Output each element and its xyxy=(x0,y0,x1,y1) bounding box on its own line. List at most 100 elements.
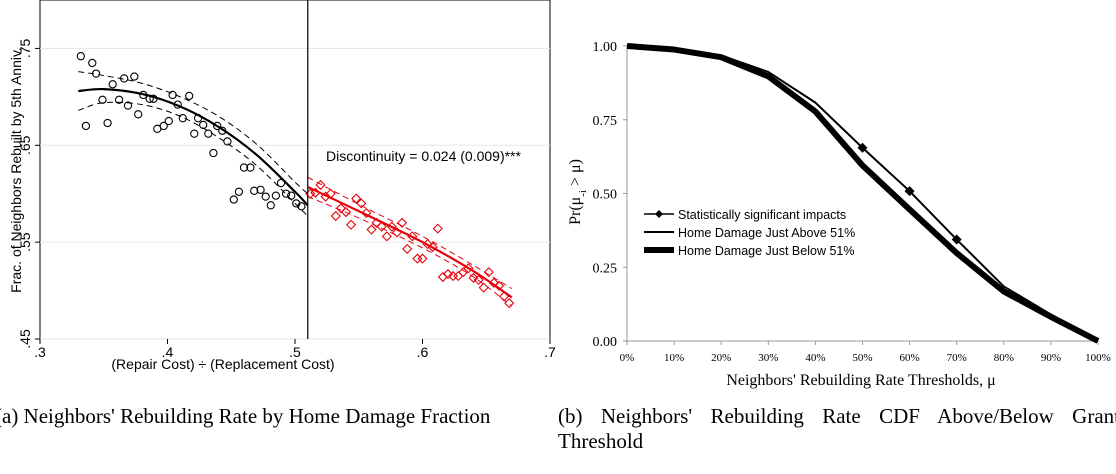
scatter-point-diamond xyxy=(488,277,499,288)
scatter-point-circle xyxy=(281,189,291,198)
scatter-point-circle xyxy=(213,121,222,131)
scatter-point-circle xyxy=(149,94,158,103)
x-tick-label: 100% xyxy=(1085,352,1111,364)
scatter-point-circle xyxy=(234,187,244,196)
scatter-point-circle xyxy=(103,118,112,128)
chart-rebuild-rate-cdf: 0.00 0.25 0.50 0.75 1.00 0% 10% 20% 30% 40% 50% 60%… xyxy=(567,40,1111,389)
y-tick-label: .45 xyxy=(17,329,33,349)
scatter-point-diamond xyxy=(422,239,433,250)
scatter-point-circle xyxy=(297,202,306,211)
scatter-point-diamond xyxy=(315,179,326,191)
scatter-point-circle xyxy=(134,110,143,119)
scatter-point-diamond xyxy=(504,298,515,309)
cdf-line xyxy=(626,43,1100,344)
y-tick-label: .75 xyxy=(17,38,33,58)
plot-frame xyxy=(39,0,551,340)
scatter-point-circle xyxy=(139,90,148,100)
caption-a: (a) Neighbors' Rebuilding Rate by Home D… xyxy=(0,404,491,428)
scatter-point-circle xyxy=(173,100,182,109)
scatter-point-circle xyxy=(218,126,227,135)
scatter-point-circle xyxy=(256,185,265,194)
y-tick-label: 0.00 xyxy=(593,335,618,350)
scatter-point-circle xyxy=(250,186,259,195)
scatter-point-circle xyxy=(164,116,173,126)
scatter-point-circle xyxy=(190,129,199,138)
scatter-point-circle xyxy=(229,195,238,204)
x-tick-label: 40% xyxy=(805,352,825,364)
y-tick-label: 1.00 xyxy=(593,40,618,55)
scatter-point-circle xyxy=(91,69,101,78)
x-tick-label: 10% xyxy=(664,352,684,364)
scatter-point-circle xyxy=(120,74,129,83)
legend-label: Home Damage Just Above 51% xyxy=(678,226,855,240)
x-tick-label: 90% xyxy=(1041,352,1061,364)
x-tick-label: 30% xyxy=(758,352,778,364)
cdf-line xyxy=(626,45,1099,342)
x-axis-label: Neighbors' Rebuilding Rate Thresholds, μ xyxy=(726,372,995,389)
chart-rebuild-rate-by-damage: .45 .55 .65 .75 .3 .4 .5 .6 .7 Discontinuity = 0… xyxy=(8,0,556,372)
scatter-point-circle xyxy=(193,114,203,123)
scatter-point-circle xyxy=(123,101,133,110)
legend-marker xyxy=(655,210,663,218)
scatter-point-diamond xyxy=(325,188,336,199)
scatter-point-diamond xyxy=(361,208,372,219)
y-tick-label: 0.25 xyxy=(593,261,618,276)
discontinuity-annotation: Discontinuity = 0.024 (0.009)*** xyxy=(326,148,521,164)
x-axis-label: (Repair Cost) ÷ (Replacement Cost) xyxy=(111,356,334,372)
scatter-point-circle xyxy=(276,178,286,188)
fit-line xyxy=(78,87,309,207)
scatter-point-circle xyxy=(130,72,139,81)
x-tick-label: 70% xyxy=(947,352,967,364)
scatter-point-circle xyxy=(185,91,194,101)
scatter-point-circle xyxy=(246,163,255,172)
scatter-point-circle xyxy=(98,95,107,104)
scatter-point-diamond xyxy=(397,217,408,228)
scatter-point-circle xyxy=(81,121,91,131)
significant-marker xyxy=(857,142,868,153)
scatter-point-circle xyxy=(159,121,168,131)
scatter-point-diamond xyxy=(432,223,443,234)
caption-b: (b) Neighbors' Rebuilding Rate CDF Above… xyxy=(558,404,1116,453)
x-tick-label: .7 xyxy=(544,344,556,360)
fit-lines xyxy=(78,87,513,299)
y-axis-label: Pr(μ-i > μ) xyxy=(567,159,589,225)
legend-label: Home Damage Just Below 51% xyxy=(678,244,854,258)
x-tick-label: .3 xyxy=(34,344,46,360)
significant-marker xyxy=(951,234,962,245)
x-tick-label: 80% xyxy=(994,352,1014,364)
legend-label: Statistically significant impacts xyxy=(678,208,846,222)
scatter-point-circle xyxy=(271,191,281,200)
scatter-point-diamond xyxy=(330,210,341,222)
scatter-point-circle xyxy=(114,95,124,104)
scatter-point-circle xyxy=(145,94,154,103)
scatter-point-diamond xyxy=(473,274,484,285)
scatter-point-circle xyxy=(223,137,232,146)
scatter-point-diamond xyxy=(427,241,438,253)
scatter-point-diamond xyxy=(371,217,382,228)
scatter-point-diamond xyxy=(386,221,397,232)
scatter-point-circle xyxy=(108,80,117,89)
scatter-point-circle xyxy=(287,191,296,200)
scatter-point-diamond xyxy=(366,224,377,235)
y-axis-label-end: > μ) xyxy=(567,159,584,190)
x-tick-label: .4 xyxy=(162,344,174,360)
scatter-point-circle xyxy=(209,148,218,158)
y-tick-label: .55 xyxy=(17,232,33,252)
scatter-point-diamond xyxy=(468,272,479,284)
scatter-point-diamond xyxy=(478,282,489,293)
scatter-point-diamond xyxy=(376,221,387,232)
scatter-point-circle xyxy=(261,192,270,201)
x-tick-label: 20% xyxy=(711,352,731,364)
y-tick-label: .65 xyxy=(17,135,33,155)
y-axis-label: Frac. of Neighbors Rebuilt by 5th Anniv. xyxy=(8,47,24,293)
scatter-point-diamond xyxy=(351,193,362,204)
scatter-point-diamond xyxy=(499,291,510,302)
cdf-lines xyxy=(626,43,1100,344)
scatter-point-diamond xyxy=(402,243,413,255)
axes: 0.00 0.25 0.50 0.75 1.00 0% 10% 20% 30% 40% 50% 60%… xyxy=(593,40,1111,364)
scatter-point-circle xyxy=(76,52,85,61)
scatter-point-circle xyxy=(199,120,208,130)
x-tick-label: .6 xyxy=(417,344,429,360)
scatter-point-diamond xyxy=(356,198,367,209)
scatter-point-diamond xyxy=(407,231,418,242)
